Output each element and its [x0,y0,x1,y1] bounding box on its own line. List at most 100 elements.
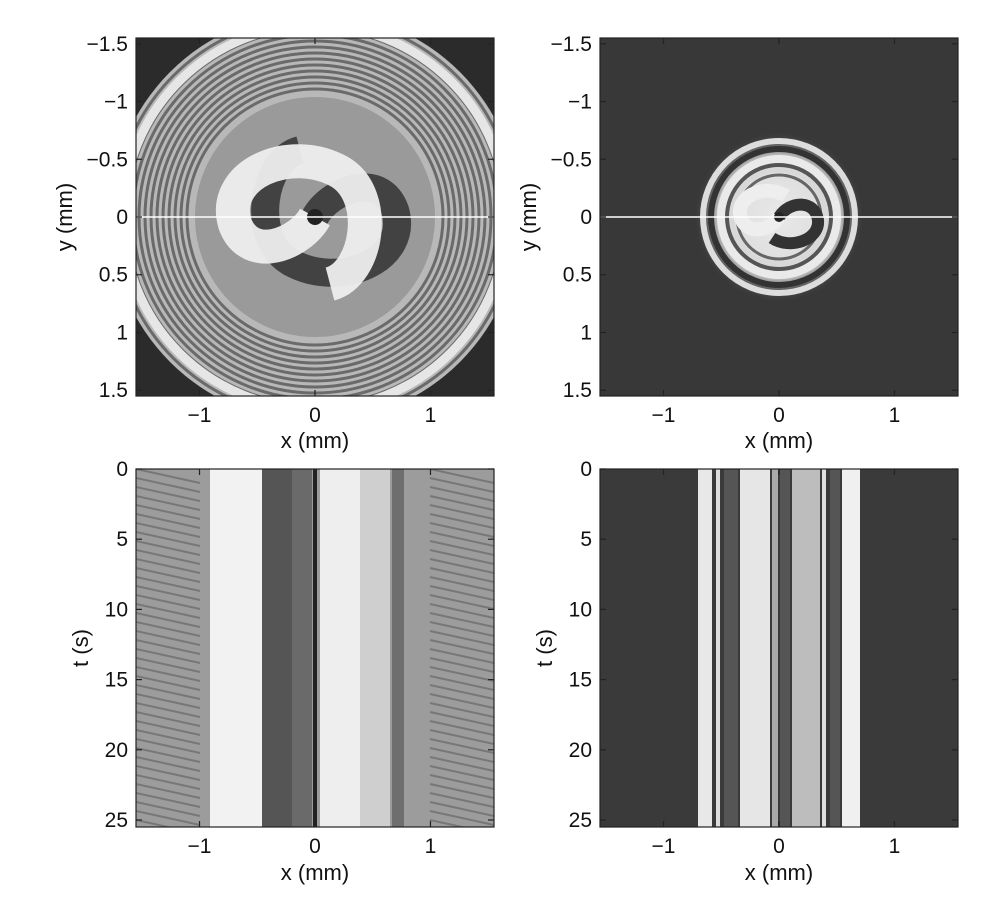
spacetime-band [292,469,312,827]
zigzag-stripe [429,810,494,826]
x-tick-label: −1 [652,835,676,858]
zigzag-stripe [429,522,494,538]
y-axis-label: y (mm) [516,183,541,251]
zigzag-stripe [429,477,494,493]
zigzag-stripe [136,549,201,565]
zigzag-stripe [136,513,201,529]
zigzag-stripe [136,486,201,502]
zigzag-stripe [429,684,494,700]
zigzag-stripe [429,495,494,511]
x-axis-label: x (mm) [745,860,813,885]
zigzag-stripe [429,711,494,727]
spacetime-band [392,469,404,827]
zigzag-stripe [136,522,201,538]
y-tick-label: 25 [105,809,128,832]
zigzag-stripe [136,469,201,484]
y-tick-label: 20 [569,739,592,762]
zigzag-stripe [136,684,201,700]
zigzag-stripe [136,585,201,601]
zigzag-stripe [136,531,201,547]
x-axis-label: x (mm) [745,428,813,453]
zigzag-stripe [429,639,494,655]
zigzag-stripe [136,810,201,826]
x-axis-label: x (mm) [281,860,349,885]
zigzag-stripe [429,693,494,709]
zigzag-stripe [136,648,201,664]
zigzag-stripe [136,720,201,736]
zigzag-stripe [429,630,494,646]
zigzag-stripe [136,792,201,808]
panel-top-left: −1 0 1 −1.5 −1 −0.5 0 0.5 1 1.5 x (mm) y (mm) [52,33,495,453]
spacetime-band [360,469,390,827]
y-tick-label: 1.5 [563,379,592,402]
zigzag-stripe [136,603,201,619]
y-tick-label: 5 [580,528,592,551]
y-tick-label: 15 [105,669,128,692]
zigzag-stripe [429,567,494,583]
spacetime-band [313,469,317,827]
x-tick-label: 0 [773,835,785,858]
zigzag-stripe [136,612,201,628]
y-tick-label: 1 [116,321,128,344]
y-tick-label: 10 [105,598,128,621]
zigzag-stripe [429,603,494,619]
zigzag-stripe [429,648,494,664]
zigzag-stripe [429,621,494,637]
zigzag-stripe [429,486,494,502]
spacetime-band [792,469,820,827]
y-tick-label: 0 [580,458,592,481]
y-tick-label: 25 [569,809,592,832]
zigzag-stripe [429,657,494,673]
zigzag-stripe [136,765,201,781]
zigzag-stripe [136,558,201,574]
zigzag-stripe [429,774,494,790]
spacetime-band [724,469,738,827]
y-axis-label: t (s) [68,629,93,667]
y-tick-label: 0 [116,458,128,481]
y-tick-label: −1 [104,91,128,114]
zigzag-stripe [429,747,494,763]
x-tick-label: −1 [188,404,212,427]
x-tick-label: −1 [188,835,212,858]
zigzag-stripe [136,711,201,727]
x-tick-label: 1 [425,404,437,427]
zigzag-stripe [429,765,494,781]
zigzag-stripe [429,792,494,808]
zigzag-stripe [429,729,494,745]
zigzag-stripe [429,612,494,628]
zigzag-stripe [429,531,494,547]
y-tick-label: 1.5 [99,379,128,402]
spacetime-band [780,469,790,827]
x-axis-label: x (mm) [281,428,349,453]
y-tick-label: 1 [580,321,592,344]
zigzag-stripe [429,549,494,565]
zigzag-stripe [136,594,201,610]
zigzag-stripe [429,675,494,691]
zigzag-stripe [136,657,201,673]
zigzag-stripe [429,666,494,682]
y-axis-label: y (mm) [52,183,77,251]
zigzag-stripe [136,693,201,709]
spacetime-band [822,469,826,827]
y-tick-label: −1.5 [551,33,592,56]
zigzag-stripe [429,513,494,529]
x-tick-label: 0 [309,404,321,427]
zigzag-stripe [136,477,201,493]
y-tick-label: 15 [569,669,592,692]
zigzag-stripe [136,630,201,646]
zigzag-stripe [136,756,201,772]
x-tick-label: 1 [425,835,437,858]
x-tick-label: 0 [309,835,321,858]
zigzag-stripe [136,819,173,827]
zigzag-stripe [429,783,494,799]
zigzag-stripe [136,666,201,682]
spacetime-band [210,469,270,827]
zigzag-stripe [429,738,494,754]
zigzag-stripe [429,720,494,736]
zigzag-stripe [136,639,201,655]
zigzag-stripe [429,558,494,574]
zigzag-stripe [429,702,494,718]
zigzag-stripe [136,675,201,691]
